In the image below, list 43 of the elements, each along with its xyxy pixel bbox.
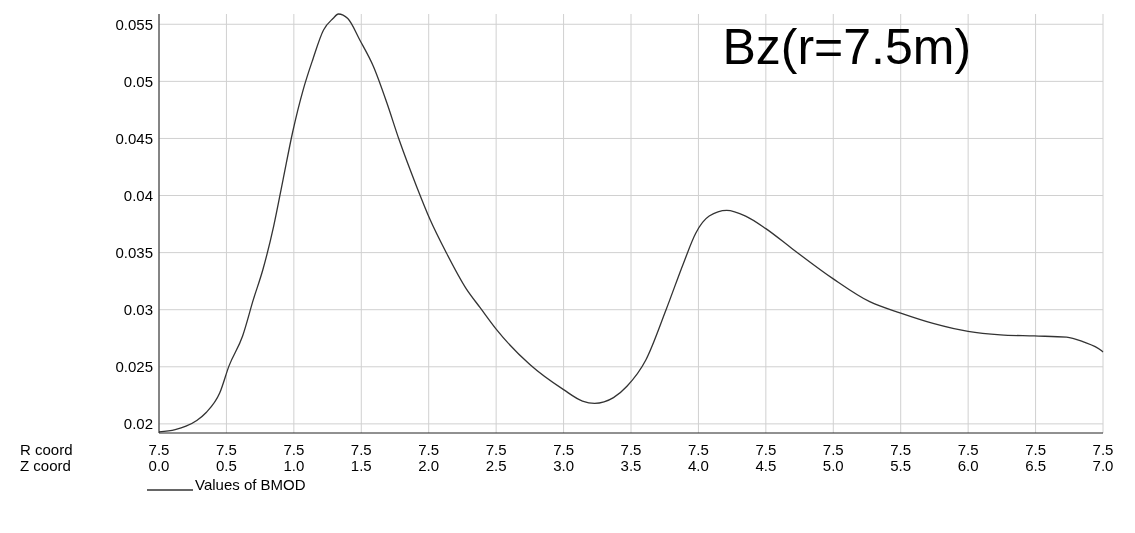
x-tick-label: 2.0 bbox=[418, 457, 440, 474]
x-tick-label: 6.0 bbox=[957, 457, 979, 474]
y-tick-label: 0.055 bbox=[115, 15, 153, 33]
x-tick-label: 1.0 bbox=[283, 457, 305, 474]
x-tick-label: 3.0 bbox=[553, 457, 574, 474]
x-axis-title: Z coord bbox=[20, 457, 71, 474]
y-tick-label: 0.04 bbox=[123, 186, 153, 204]
text: 7.5 bbox=[620, 441, 642, 458]
line-series bbox=[158, 13, 1104, 433]
y-tick-label: 0.05 bbox=[123, 72, 153, 90]
text: 7.5 bbox=[283, 441, 305, 458]
text: 7.5 bbox=[485, 441, 507, 458]
y-tick-label: 0.035 bbox=[115, 243, 153, 261]
y-tick-label: 0.045 bbox=[115, 129, 153, 147]
text: R coord bbox=[20, 441, 73, 458]
text: 7.5 bbox=[553, 441, 574, 458]
x-tick-label: 4.5 bbox=[755, 457, 777, 474]
text: 7.5 bbox=[1092, 441, 1114, 458]
text: 7.5 bbox=[688, 441, 709, 458]
text: 7.5 bbox=[890, 441, 912, 458]
x-tick-label: 3.5 bbox=[620, 457, 642, 474]
text: 7.5 bbox=[148, 441, 170, 458]
text: 7.5 bbox=[957, 441, 979, 458]
x-tick-label: 5.5 bbox=[890, 457, 912, 474]
x-tick-label: 7.0 bbox=[1092, 457, 1114, 474]
text: 7.5 bbox=[822, 441, 844, 458]
x-tick-label: 4.0 bbox=[688, 457, 709, 474]
text: 7.5 bbox=[216, 441, 237, 458]
x-tick-label: 1.5 bbox=[350, 457, 372, 474]
x-tick-label: 2.5 bbox=[485, 457, 507, 474]
x-tick-label: 5.0 bbox=[822, 457, 844, 474]
text: 7.5 bbox=[350, 441, 372, 458]
y-tick-label: 0.03 bbox=[123, 300, 153, 318]
x-tick-label: 0.0 bbox=[148, 457, 170, 474]
x-tick-label: 0.5 bbox=[216, 457, 237, 474]
text: 7.5 bbox=[1025, 441, 1046, 458]
chart-title: Bz(r=7.5m) bbox=[722, 19, 972, 76]
legend-label: Values of BMOD bbox=[195, 476, 306, 493]
y-tick-label: 0.025 bbox=[115, 358, 153, 376]
x-tick-label: 6.5 bbox=[1025, 457, 1046, 474]
text: 7.5 bbox=[755, 441, 777, 458]
text: 7.5 bbox=[418, 441, 440, 458]
y-tick-label: 0.02 bbox=[123, 415, 153, 433]
